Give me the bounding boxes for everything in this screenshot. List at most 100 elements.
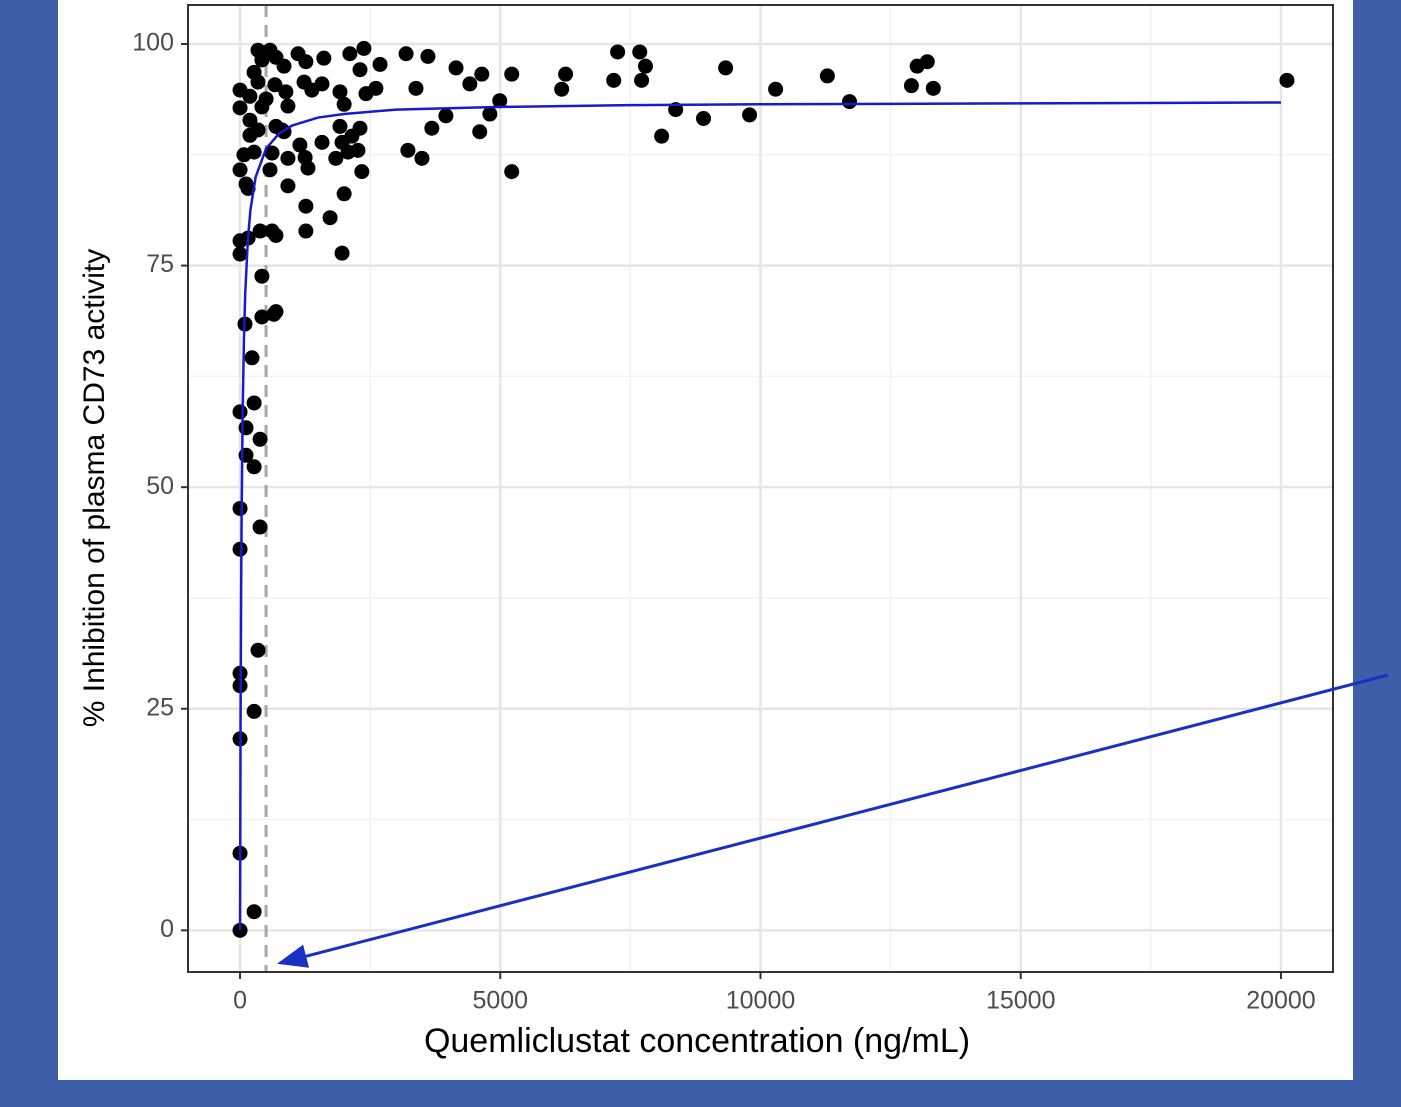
data-point — [244, 350, 260, 366]
data-point — [298, 54, 314, 70]
y-tick-label: 100 — [132, 29, 174, 57]
data-point — [354, 164, 370, 180]
annotation-arrow — [277, 673, 1389, 968]
data-point — [280, 150, 296, 166]
data-point — [252, 223, 268, 239]
data-point — [718, 60, 734, 76]
data-point — [250, 642, 266, 658]
data-point — [242, 88, 258, 104]
data-point — [420, 48, 436, 64]
data-point — [841, 94, 857, 110]
data-point — [352, 120, 368, 136]
data-point — [408, 80, 424, 96]
x-tick-label: 15000 — [986, 987, 1056, 1015]
data-point — [314, 76, 330, 92]
data-point — [654, 128, 670, 144]
data-point — [482, 106, 498, 122]
data-point — [298, 198, 314, 214]
data-point — [606, 72, 622, 88]
data-point — [246, 395, 262, 411]
data-point — [742, 107, 758, 123]
data-point — [292, 137, 308, 153]
y-tick-label: 0 — [160, 915, 174, 943]
x-tick-label: 5000 — [472, 987, 528, 1015]
data-point — [332, 84, 348, 100]
data-point — [554, 81, 570, 97]
fit-curve — [238, 101, 1281, 931]
data-point — [356, 40, 372, 56]
data-point — [280, 98, 296, 114]
data-point — [610, 44, 626, 60]
data-point — [268, 304, 284, 320]
data-point — [298, 223, 314, 239]
data-point — [238, 447, 254, 463]
data-point — [448, 60, 464, 76]
data-point — [504, 66, 520, 82]
data-point — [424, 120, 440, 136]
labels: 0 5000 10000 15000 20000 0 25 50 75 100 — [132, 29, 1315, 1015]
data-point — [414, 150, 430, 166]
data-point — [232, 541, 248, 557]
data-point — [252, 431, 268, 447]
data-point — [246, 64, 262, 80]
data-point — [246, 904, 262, 920]
data-point — [254, 309, 270, 325]
y-tick-label: 50 — [146, 472, 174, 500]
data-point — [232, 922, 248, 938]
data-point — [252, 519, 268, 535]
data-point — [232, 162, 248, 178]
data-point — [278, 84, 294, 100]
data-point — [322, 210, 338, 226]
data-point — [919, 54, 935, 70]
data-point — [768, 81, 784, 97]
data-point — [634, 72, 650, 88]
data-point — [400, 142, 416, 158]
data-point — [352, 62, 368, 78]
data-point — [332, 118, 348, 134]
data-point — [314, 134, 330, 150]
data-point — [246, 703, 262, 719]
data-point — [334, 245, 350, 261]
data-point — [819, 68, 835, 84]
data-point — [232, 246, 248, 262]
data-point — [232, 100, 248, 116]
grid — [188, 5, 1333, 972]
y-axis-title: % Inhibition of plasma CD73 activity — [78, 249, 111, 728]
data-point — [232, 404, 248, 420]
data-point — [504, 164, 520, 180]
data-point — [903, 78, 919, 94]
data-point — [262, 162, 278, 178]
data-point — [268, 227, 284, 243]
data-point — [368, 80, 384, 96]
data-point — [328, 150, 344, 166]
data-point — [246, 144, 262, 160]
data-point — [264, 145, 280, 161]
data-point — [242, 112, 258, 128]
data-point — [316, 50, 332, 66]
data-point — [472, 124, 488, 140]
data-point — [474, 66, 490, 82]
data-point — [336, 186, 352, 202]
data-point — [398, 46, 414, 62]
data-point — [232, 500, 248, 516]
data-point — [268, 49, 284, 65]
data-point — [696, 110, 712, 126]
data-point — [246, 459, 262, 475]
data-point — [267, 77, 283, 93]
data-point — [1279, 72, 1295, 88]
data-point — [462, 76, 478, 92]
data-point — [254, 268, 270, 284]
data-point — [238, 420, 254, 436]
data-point — [558, 66, 574, 82]
y-tick-label: 25 — [146, 693, 174, 721]
data-point — [350, 142, 366, 158]
marks — [232, 5, 1295, 972]
data-point — [250, 42, 266, 58]
data-point — [632, 44, 648, 60]
x-tick-label: 20000 — [1246, 987, 1316, 1015]
data-point — [280, 178, 296, 194]
data-point — [438, 108, 454, 124]
x-tick-label: 0 — [233, 987, 247, 1015]
x-tick-label: 10000 — [726, 987, 796, 1015]
